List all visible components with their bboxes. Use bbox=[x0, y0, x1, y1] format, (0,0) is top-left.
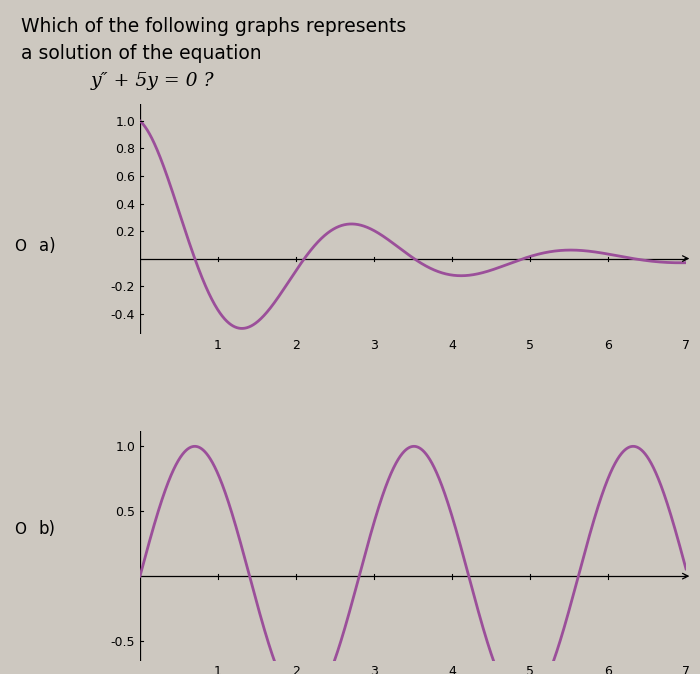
Text: b): b) bbox=[38, 520, 55, 538]
Text: a solution of the equation: a solution of the equation bbox=[21, 44, 262, 63]
Text: Which of the following graphs represents: Which of the following graphs represents bbox=[21, 17, 406, 36]
Text: O: O bbox=[14, 239, 26, 253]
Text: O: O bbox=[14, 522, 26, 537]
Text: y″ + 5y = 0 ?: y″ + 5y = 0 ? bbox=[91, 72, 214, 90]
Text: a): a) bbox=[38, 237, 55, 255]
